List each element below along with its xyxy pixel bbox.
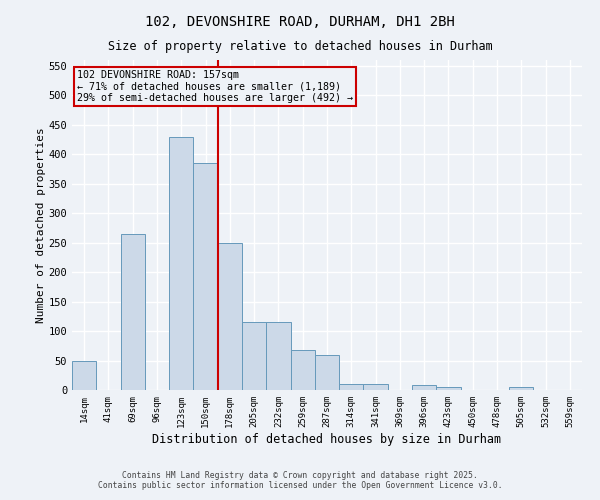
Text: 102, DEVONSHIRE ROAD, DURHAM, DH1 2BH: 102, DEVONSHIRE ROAD, DURHAM, DH1 2BH: [145, 15, 455, 29]
Bar: [436, 387, 461, 390]
Bar: [509, 387, 533, 390]
Bar: [72, 360, 96, 390]
Bar: [121, 234, 145, 390]
Bar: [315, 354, 339, 390]
Y-axis label: Number of detached properties: Number of detached properties: [35, 127, 46, 323]
Bar: [290, 350, 315, 390]
Text: Size of property relative to detached houses in Durham: Size of property relative to detached ho…: [107, 40, 493, 53]
Text: 102 DEVONSHIRE ROAD: 157sqm
← 71% of detached houses are smaller (1,189)
29% of : 102 DEVONSHIRE ROAD: 157sqm ← 71% of det…: [77, 70, 353, 103]
Bar: [193, 163, 218, 390]
Bar: [339, 384, 364, 390]
Bar: [218, 242, 242, 390]
Bar: [266, 322, 290, 390]
X-axis label: Distribution of detached houses by size in Durham: Distribution of detached houses by size …: [152, 432, 502, 446]
Text: Contains HM Land Registry data © Crown copyright and database right 2025.
Contai: Contains HM Land Registry data © Crown c…: [98, 470, 502, 490]
Bar: [412, 386, 436, 390]
Bar: [364, 384, 388, 390]
Bar: [169, 136, 193, 390]
Bar: [242, 322, 266, 390]
